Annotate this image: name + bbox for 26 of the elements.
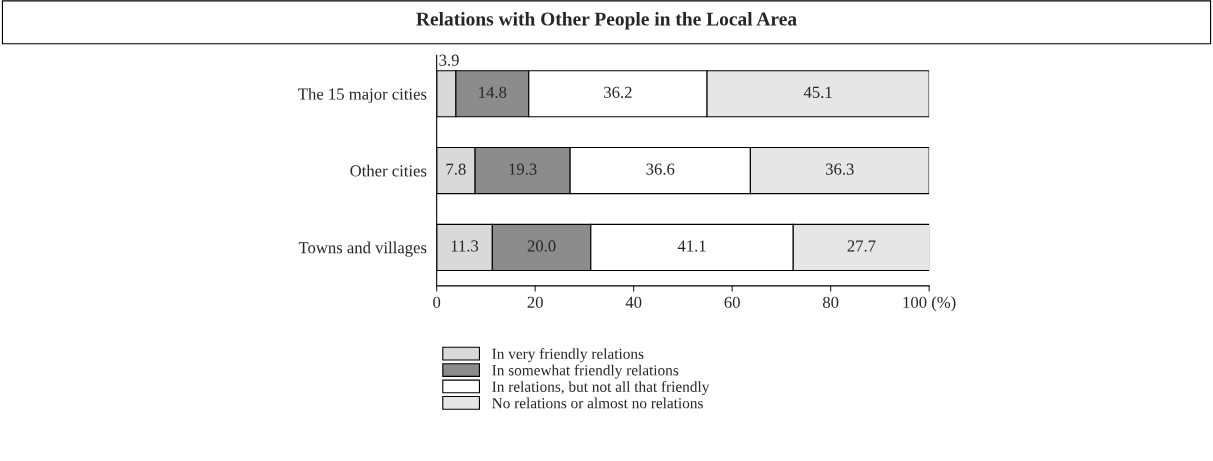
chart-title: Relations with Other People in the Local Area: [416, 11, 797, 30]
data-label: 27.7: [847, 240, 876, 252]
data-label: 45.1: [803, 86, 832, 98]
data-label: 20.0: [527, 240, 556, 252]
legend-label: In very friendly relations: [492, 348, 644, 363]
y-tick-label: Other cities: [350, 164, 427, 177]
x-tick-label: 40: [625, 296, 642, 308]
legend-label: No relations or almost no relations: [492, 397, 703, 409]
x-tick-label: 80: [822, 296, 839, 308]
x-tick-label: 20: [527, 296, 543, 308]
legend-label: In relations, but not all that friendly: [492, 380, 710, 396]
x-tick-label: 60: [724, 296, 740, 308]
data-label: 36.3: [825, 163, 854, 175]
data-label: 36.2: [604, 86, 632, 98]
y-tick-label: Towns and villages: [298, 241, 427, 257]
data-label: 11.3: [451, 240, 479, 252]
data-label: 41.1: [677, 240, 706, 252]
data-label: 19.3: [509, 163, 537, 175]
x-tick-label: 0: [433, 296, 441, 308]
data-label: 3.9: [439, 54, 459, 66]
data-label: 14.8: [479, 86, 507, 98]
legend-label: In somewhat friendly relations: [492, 364, 679, 379]
x-tick-label: 100 (%): [903, 296, 956, 312]
y-tick-label: The 15 major cities: [298, 87, 427, 104]
data-label: 7.8: [446, 163, 466, 175]
data-label: 36.6: [646, 163, 675, 175]
